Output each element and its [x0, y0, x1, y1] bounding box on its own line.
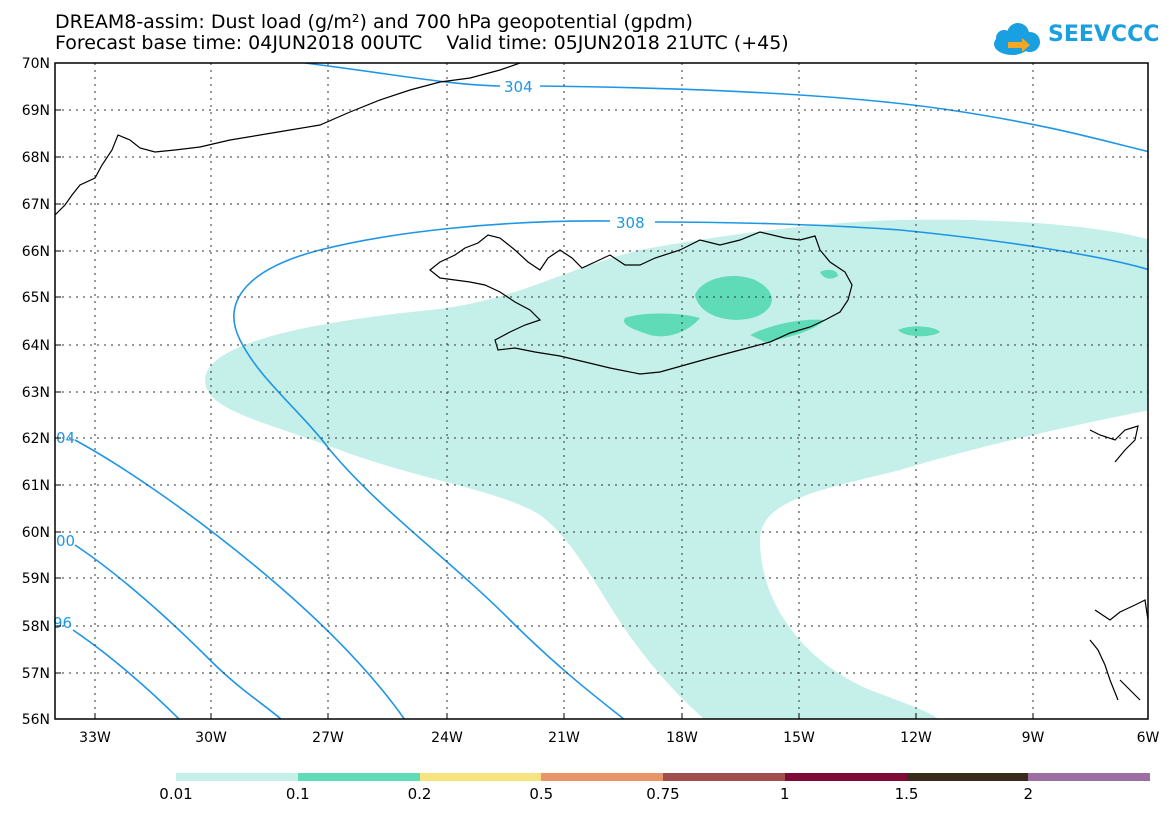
lat-label: 60N: [22, 525, 50, 541]
lat-label: 67N: [22, 197, 50, 213]
lat-label: 65N: [22, 290, 50, 306]
lon-label: 30W: [195, 730, 227, 746]
lon-label: 18W: [666, 730, 698, 746]
contour-304: [304, 63, 1148, 153]
lon-label: 12W: [900, 730, 932, 746]
lat-label: 68N: [22, 150, 50, 166]
contour-304-west: [74, 439, 406, 719]
latitude-labels: 70N 69N 68N 67N 66N 65N 64N 63N 62N 61N …: [22, 56, 50, 728]
scotland-coast: [1089, 599, 1148, 701]
cloud-icon: [994, 23, 1040, 55]
legend-label: 1: [779, 785, 790, 803]
grid-lines: [55, 63, 1148, 719]
contour-label-304: 304: [504, 78, 533, 96]
legend-label: 0.01: [159, 785, 193, 803]
contour-label-304-west: 04: [56, 429, 75, 447]
greenland-coast: [55, 63, 521, 216]
dust-region-mid: [898, 326, 940, 337]
coastlines: [55, 63, 1148, 701]
legend-swatch: [297, 773, 420, 781]
contour-308: [233, 220, 1148, 719]
dust-region-mid: [624, 313, 700, 337]
lon-label: 6W: [1137, 730, 1160, 746]
legend-label: 2: [1023, 785, 1034, 803]
contour-296: [72, 629, 181, 719]
contour-label-308: 308: [616, 214, 645, 232]
lat-label: 59N: [22, 571, 50, 587]
lat-label: 61N: [22, 478, 50, 494]
legend-label: 0.5: [529, 785, 554, 803]
contour-300: [74, 544, 283, 719]
lat-label: 66N: [22, 244, 50, 260]
dust-region-mid: [820, 269, 838, 279]
lon-label: 15W: [783, 730, 815, 746]
legend-swatch: [906, 773, 1029, 781]
map-frame: [54, 62, 1149, 720]
dust-region-mid: [695, 275, 772, 320]
chart-subtitle: Forecast base time: 04JUN2018 00UTC Vali…: [55, 32, 789, 54]
lon-label: 27W: [312, 730, 344, 746]
lon-label: 9W: [1022, 730, 1045, 746]
contour-label-300: 00: [56, 532, 75, 550]
legend-label: 0.1: [285, 785, 310, 803]
lon-label: 24W: [431, 730, 463, 746]
lat-label: 63N: [22, 385, 50, 401]
lat-label: 57N: [22, 666, 50, 682]
geopotential-contours: [72, 63, 1148, 719]
tick-marks: [55, 62, 1034, 719]
logo-text: SEEVCCC: [1048, 22, 1160, 47]
legend-swatch: [176, 773, 298, 781]
legend-swatch: [663, 773, 785, 781]
chart-title: DREAM8-assim: Dust load (g/m²) and 700 h…: [55, 11, 693, 33]
lat-label: 64N: [22, 338, 50, 354]
lat-label: 62N: [22, 431, 50, 447]
dust-region-mid: [750, 319, 825, 342]
lat-label: 56N: [22, 712, 50, 728]
color-legend: [176, 773, 1150, 781]
lat-label: 70N: [22, 56, 50, 72]
lat-label: 69N: [22, 103, 50, 119]
legend-swatch: [419, 773, 542, 781]
contour-label-296: 96: [53, 614, 72, 632]
legend-label: 1.5: [894, 785, 919, 803]
legend-label: 0.2: [407, 785, 432, 803]
legend-swatch: [1028, 773, 1150, 781]
seevccc-logo: [994, 23, 1040, 55]
legend-swatch: [541, 773, 663, 781]
legend-swatch: [784, 773, 907, 781]
lon-label: 33W: [79, 730, 111, 746]
longitude-labels: 33W 30W 27W 24W 21W 18W 15W 12W 9W 6W: [79, 730, 1159, 746]
lon-label: 21W: [548, 730, 580, 746]
lat-label: 58N: [22, 619, 50, 635]
legend-label: 0.75: [646, 785, 680, 803]
faroe-coast: [1089, 425, 1139, 463]
iceland-coast: [429, 231, 853, 375]
